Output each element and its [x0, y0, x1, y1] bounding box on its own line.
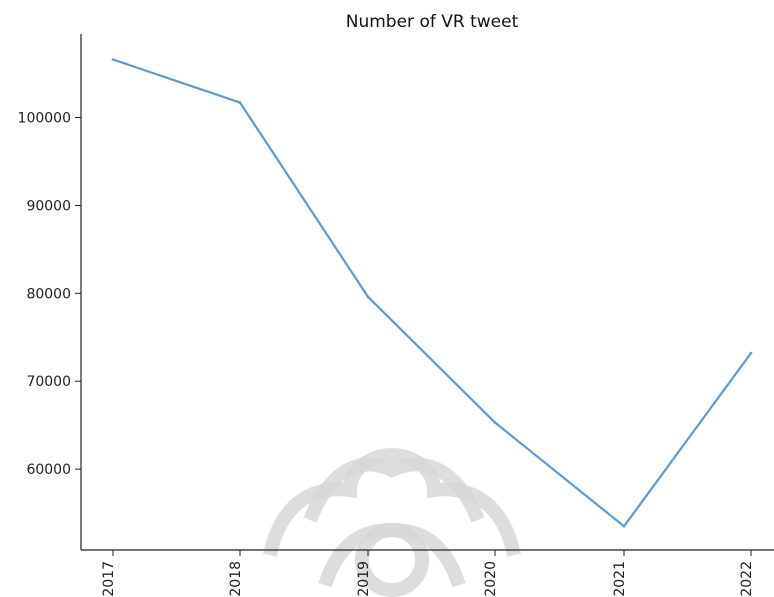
chart-title: Number of VR tweet: [346, 12, 519, 32]
data-point: [366, 295, 370, 299]
plot-frame: [80, 34, 774, 551]
x-tick-label: 2017: [101, 561, 117, 597]
y-tick-label: 60000: [26, 462, 71, 478]
x-tick-label: 2018: [228, 561, 244, 597]
x-tick-label: 2020: [483, 561, 499, 597]
data-point: [622, 524, 626, 528]
y-tick-label: 70000: [26, 374, 71, 390]
y-tick-label: 90000: [26, 198, 71, 214]
data-point: [111, 58, 115, 61]
y-tick-label: 80000: [26, 286, 71, 302]
data-point: [493, 421, 497, 424]
watermark-logo: [263, 447, 521, 597]
x-tick-label: 2019: [356, 561, 372, 597]
data-point: [238, 101, 242, 104]
series-line-1: [111, 58, 753, 528]
y-tick-label: 100000: [18, 111, 71, 127]
x-tick-label: 2021: [612, 561, 628, 597]
x-tick-label: 2022: [739, 561, 755, 597]
y-axis-ticks: 60000 70000 80000 90000 100000: [18, 111, 81, 478]
x-axis-ticks: 2017 2018 2019 2020 2021 2022: [101, 550, 755, 597]
series-layer: [111, 58, 753, 528]
data-point: [749, 351, 753, 355]
